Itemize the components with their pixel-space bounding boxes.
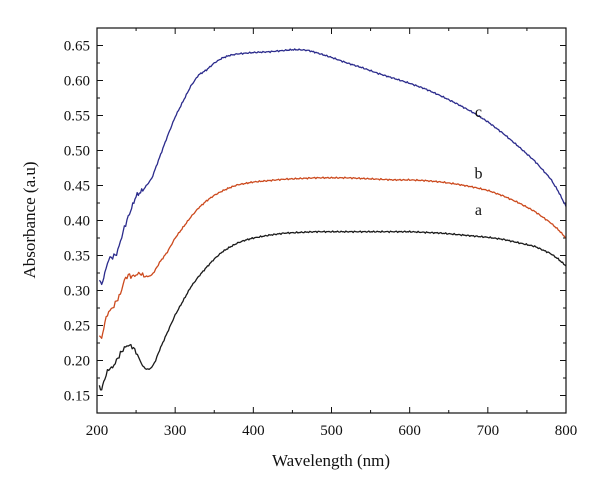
x-tick-label: 400 — [242, 423, 265, 439]
y-tick-label: 0.35 — [64, 249, 90, 265]
series-lines — [98, 48, 567, 391]
x-tick-label: 700 — [477, 423, 500, 439]
y-tick-label: 0.25 — [64, 319, 90, 335]
series-label-a: a — [475, 202, 482, 219]
tick-labels: 200 300 400 500 600 700 800 0.15 0.20 0.25 0.30 0.3… — [64, 39, 578, 440]
y-tick-label: 0.60 — [64, 74, 90, 90]
series-line-b — [98, 176, 567, 339]
y-tick-label: 0.40 — [64, 214, 90, 230]
series-label-c: c — [475, 104, 482, 121]
y-tick-label: 0.65 — [64, 39, 90, 55]
y-tick-label: 0.45 — [64, 179, 90, 195]
x-tick-label: 200 — [86, 423, 109, 439]
series-annotations: a b c — [474, 104, 482, 219]
x-tick-label: 300 — [164, 423, 187, 439]
series-line-a — [98, 230, 567, 391]
axis-ticks — [96, 28, 567, 413]
y-tick-label: 0.55 — [64, 109, 90, 125]
x-tick-label: 600 — [398, 423, 421, 439]
x-tick-label: 800 — [555, 423, 578, 439]
series-label-b: b — [474, 166, 482, 183]
y-tick-label: 0.15 — [64, 389, 90, 405]
plot-frame — [96, 27, 567, 414]
y-tick-label: 0.20 — [64, 354, 90, 370]
x-tick-label: 500 — [320, 423, 343, 439]
series-line-c — [98, 48, 567, 286]
x-axis-title: Wavelength (nm) — [272, 451, 390, 470]
y-axis-title: Absorbance (a.u) — [20, 161, 39, 278]
y-tick-label: 0.50 — [64, 144, 90, 160]
y-tick-label: 0.30 — [64, 284, 90, 300]
